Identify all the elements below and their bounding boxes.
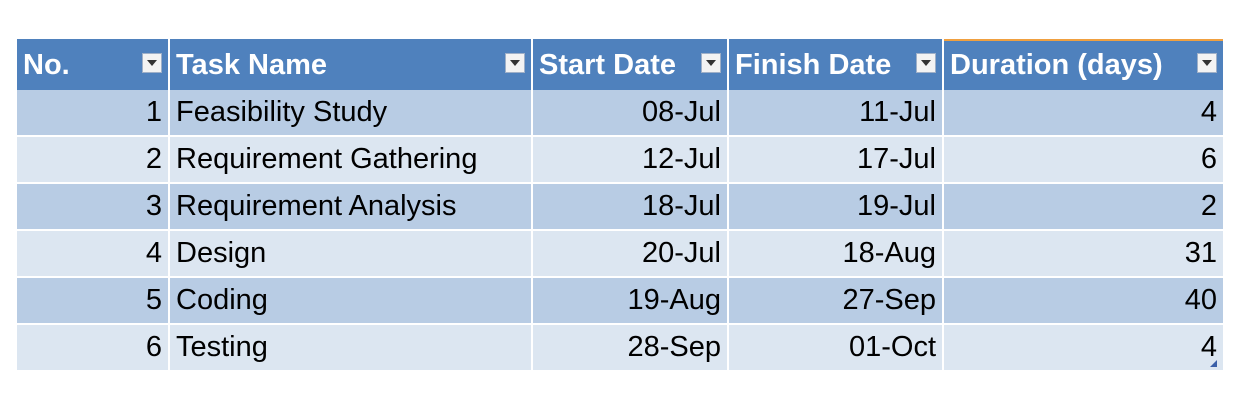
filter-dropdown-icon[interactable]: [142, 53, 162, 73]
column-header-task-name[interactable]: Task Name: [169, 39, 533, 90]
column-header-label: No.: [23, 49, 70, 81]
cell-task-name[interactable]: Testing: [169, 324, 533, 372]
cell-duration[interactable]: 4: [943, 90, 1223, 137]
table-row: 2 Requirement Gathering 12-Jul 17-Jul 6: [17, 136, 1223, 184]
table-row: 5 Coding 19-Aug 27-Sep 40: [17, 277, 1223, 325]
filter-dropdown-icon[interactable]: [701, 53, 721, 73]
cell-duration[interactable]: 2: [943, 183, 1223, 231]
cell-task-name[interactable]: Coding: [169, 277, 533, 325]
cell-duration[interactable]: 40: [943, 277, 1223, 325]
column-header-finish-date[interactable]: Finish Date: [728, 39, 944, 90]
column-header-no[interactable]: No.: [17, 39, 170, 90]
cell-finish-date[interactable]: 18-Aug: [728, 230, 944, 278]
cell-duration[interactable]: 4: [943, 324, 1223, 372]
cell-finish-date[interactable]: 17-Jul: [728, 136, 944, 184]
column-header-label: Task Name: [176, 49, 327, 81]
cell-task-name[interactable]: Design: [169, 230, 533, 278]
column-header-duration[interactable]: Duration (days): [943, 39, 1223, 90]
cell-start-date[interactable]: 18-Jul: [532, 183, 729, 231]
column-header-label: Start Date: [539, 49, 676, 81]
cell-no[interactable]: 3: [17, 183, 170, 231]
filter-dropdown-icon[interactable]: [1197, 53, 1217, 73]
cell-duration[interactable]: 6: [943, 136, 1223, 184]
excel-table: No. Task Name Start Date: [17, 39, 1223, 372]
cell-finish-date[interactable]: 01-Oct: [728, 324, 944, 372]
table-resize-handle-icon[interactable]: [1210, 360, 1217, 367]
table-row: 3 Requirement Analysis 18-Jul 19-Jul 2: [17, 183, 1223, 231]
cell-no[interactable]: 6: [17, 324, 170, 372]
cell-start-date[interactable]: 08-Jul: [532, 90, 729, 137]
cell-duration[interactable]: 31: [943, 230, 1223, 278]
cell-start-date[interactable]: 20-Jul: [532, 230, 729, 278]
cell-no[interactable]: 5: [17, 277, 170, 325]
table-row: 6 Testing 28-Sep 01-Oct 4: [17, 324, 1223, 372]
cell-finish-date[interactable]: 19-Jul: [728, 183, 944, 231]
cell-start-date[interactable]: 19-Aug: [532, 277, 729, 325]
task-schedule-table: No. Task Name Start Date: [17, 39, 1223, 372]
table-row: 1 Feasibility Study 08-Jul 11-Jul 4: [17, 90, 1223, 137]
filter-dropdown-icon[interactable]: [505, 53, 525, 73]
cell-no[interactable]: 1: [17, 90, 170, 137]
column-header-start-date[interactable]: Start Date: [532, 39, 729, 90]
cell-start-date[interactable]: 12-Jul: [532, 136, 729, 184]
column-header-label: Duration (days): [950, 49, 1163, 81]
cell-task-name[interactable]: Requirement Gathering: [169, 136, 533, 184]
cell-no[interactable]: 4: [17, 230, 170, 278]
column-header-label: Finish Date: [735, 49, 892, 81]
cell-duration-value: 4: [1200, 331, 1217, 363]
cell-task-name[interactable]: Requirement Analysis: [169, 183, 533, 231]
cell-finish-date[interactable]: 27-Sep: [728, 277, 944, 325]
filter-dropdown-icon[interactable]: [916, 53, 936, 73]
cell-start-date[interactable]: 28-Sep: [532, 324, 729, 372]
header-row: No. Task Name Start Date: [17, 39, 1223, 90]
table-row: 4 Design 20-Jul 18-Aug 31: [17, 230, 1223, 278]
cell-finish-date[interactable]: 11-Jul: [728, 90, 944, 137]
cell-task-name[interactable]: Feasibility Study: [169, 90, 533, 137]
cell-no[interactable]: 2: [17, 136, 170, 184]
